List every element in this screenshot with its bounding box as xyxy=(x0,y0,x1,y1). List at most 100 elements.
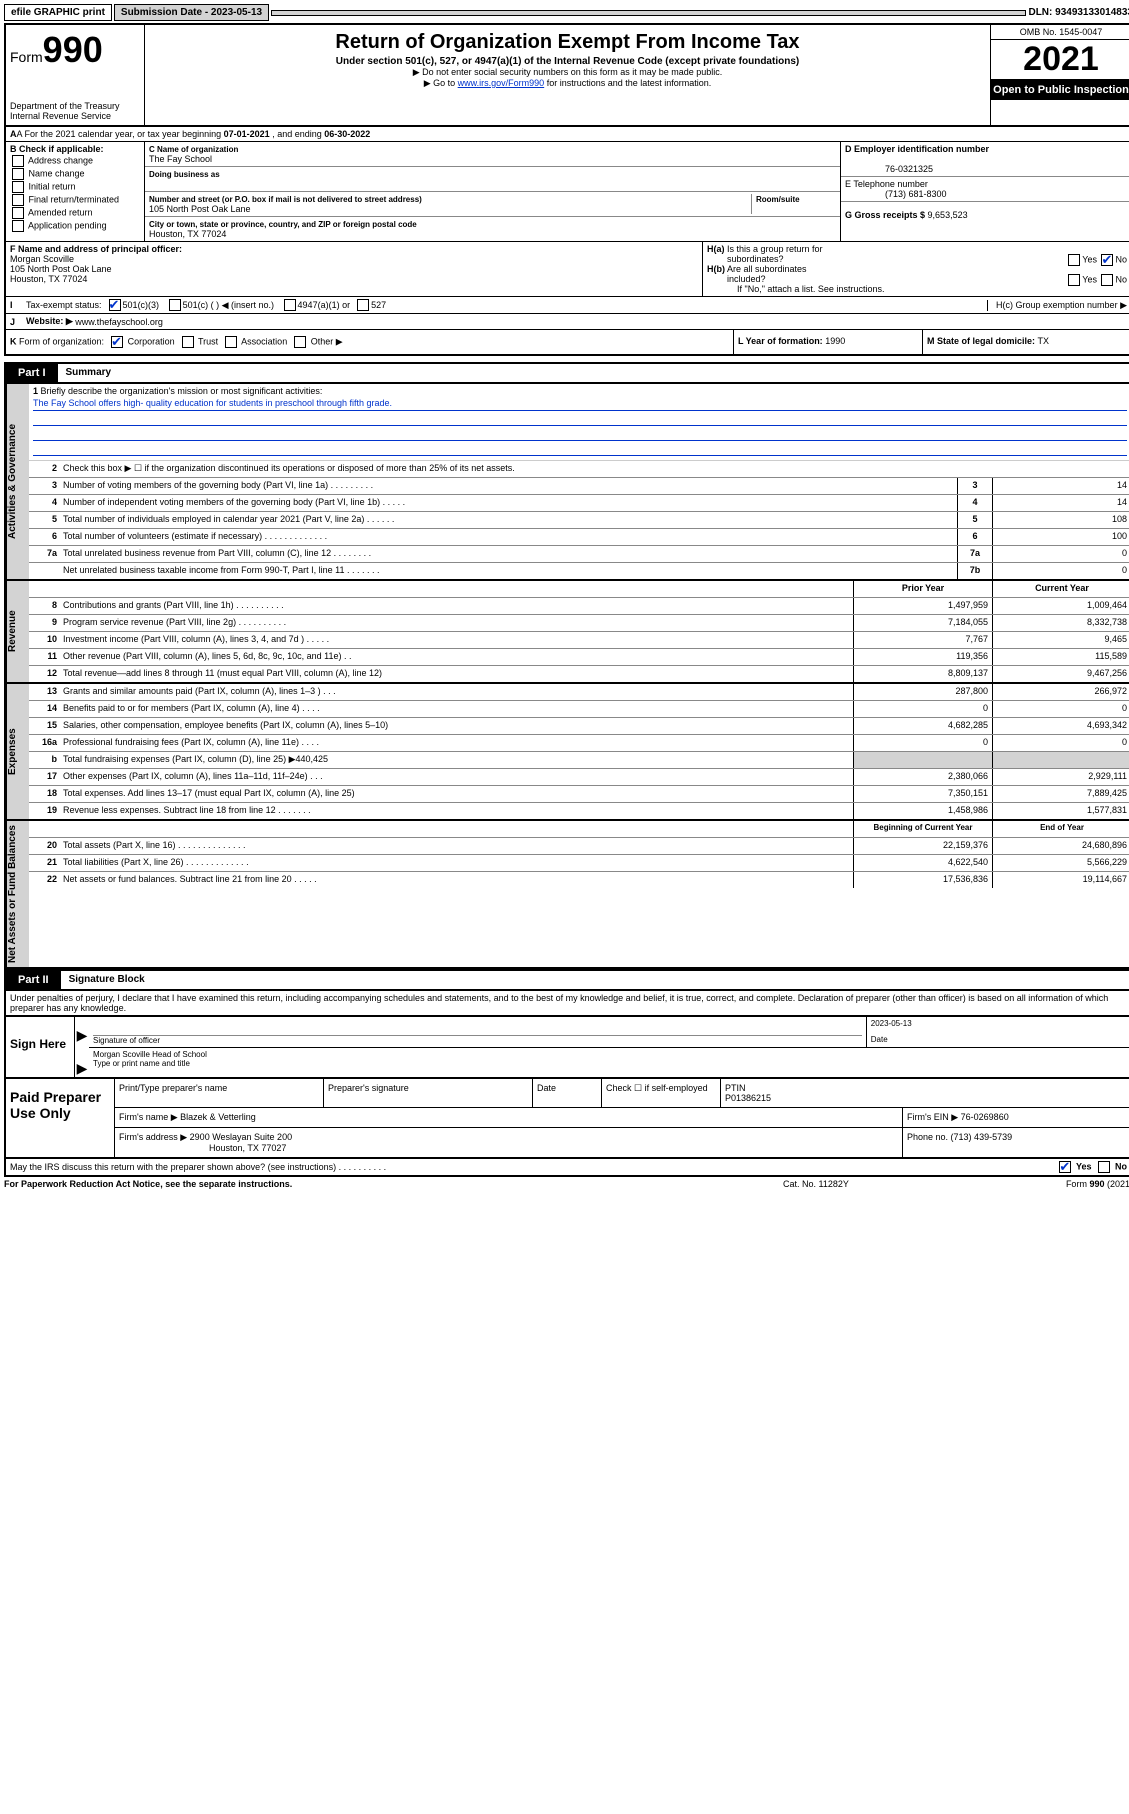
block-bcde: B Check if applicable: Address change Na… xyxy=(4,142,1129,242)
vtab-expenses: Expenses xyxy=(6,684,29,819)
row-f-officer: F Name and address of principal officer:… xyxy=(4,242,1129,297)
year-formation: 1990 xyxy=(825,336,845,346)
row-j-website: J Website: ▶ www.thefayschool.org xyxy=(4,314,1129,330)
officer-addr1: 105 North Post Oak Lane xyxy=(10,264,112,274)
top-toolbar: efile GRAPHIC print Submission Date - 20… xyxy=(4,4,1129,21)
row-i-tax-exempt: I Tax-exempt status: 501(c)(3) 501(c) ( … xyxy=(4,297,1129,314)
form-header: Form990 Department of the Treasury Inter… xyxy=(4,23,1129,127)
chk-application-pending[interactable]: Application pending xyxy=(10,220,140,232)
hc-group-exemption: H(c) Group exemption number ▶ xyxy=(987,300,1127,311)
header-left: Form990 Department of the Treasury Inter… xyxy=(6,25,145,125)
irs-link[interactable]: www.irs.gov/Form990 xyxy=(458,78,545,88)
hdr-end: End of Year xyxy=(992,821,1129,837)
part2-title: Signature Block xyxy=(61,971,153,989)
chk-name-change[interactable]: Name change xyxy=(10,168,140,180)
submission-date-box: Submission Date - 2023-05-13 xyxy=(114,4,269,21)
row-a-tax-year: AA For the 2021 calendar year, or tax ye… xyxy=(4,127,1129,142)
val-3: 14 xyxy=(992,478,1129,494)
line1-mission: 1 Briefly describe the organization's mi… xyxy=(29,384,1129,461)
hb-no[interactable] xyxy=(1101,274,1113,286)
part1-tab: Part I xyxy=(6,364,58,382)
chk-amended[interactable]: Amended return xyxy=(10,207,140,219)
page-footer: For Paperwork Reduction Act Notice, see … xyxy=(4,1177,1129,1191)
form-title: Return of Organization Exempt From Incom… xyxy=(149,31,986,54)
chk-initial-return[interactable]: Initial return xyxy=(10,181,140,193)
chk-address-change[interactable]: Address change xyxy=(10,155,140,167)
firm-addr2: Houston, TX 77027 xyxy=(119,1143,286,1153)
signature-block: Sign Here ▶▶ Signature of officer 2023-0… xyxy=(4,1015,1129,1079)
public-inspection: Open to Public Inspection xyxy=(991,80,1129,100)
form-subtitle: Under section 501(c), 527, or 4947(a)(1)… xyxy=(149,56,986,67)
gross-receipts: 9,653,523 xyxy=(928,210,968,220)
state-domicile: TX xyxy=(1038,336,1050,346)
section-activities-governance: Activities & Governance 1 Briefly descri… xyxy=(4,384,1129,581)
vtab-net-assets: Net Assets or Fund Balances xyxy=(6,821,29,967)
org-name: The Fay School xyxy=(149,154,212,164)
paid-preparer-label: Paid Preparer Use Only xyxy=(6,1079,115,1157)
phone-value: (713) 681-8300 xyxy=(845,189,947,199)
sig-officer-label: Signature of officer xyxy=(93,1036,160,1045)
org-city: Houston, TX 77024 xyxy=(149,229,226,239)
part1-title: Summary xyxy=(58,364,120,382)
penalty-statement: Under penalties of perjury, I declare th… xyxy=(4,991,1129,1015)
chk-527[interactable] xyxy=(357,299,369,311)
mission-text: The Fay School offers high- quality educ… xyxy=(33,398,1127,411)
section-expenses: Expenses 13Grants and similar amounts pa… xyxy=(4,684,1129,821)
dln-label: DLN: 93493133014833 xyxy=(1028,7,1129,18)
part1-header: Part I Summary xyxy=(4,362,1129,384)
website-url[interactable]: www.thefayschool.org xyxy=(75,317,163,327)
chk-trust[interactable] xyxy=(182,336,194,348)
irs-discuss-no[interactable] xyxy=(1098,1161,1110,1173)
chk-501c[interactable] xyxy=(169,299,181,311)
val-4: 14 xyxy=(992,495,1129,511)
chk-other[interactable] xyxy=(294,336,306,348)
name-title-label: Type or print name and title xyxy=(93,1059,190,1068)
note-website: ▶ Go to www.irs.gov/Form990 for instruct… xyxy=(149,78,986,89)
sig-date: 2023-05-13 xyxy=(871,1019,1127,1035)
ha-no[interactable] xyxy=(1101,254,1113,266)
chk-final-return[interactable]: Final return/terminated xyxy=(10,194,140,206)
chk-4947[interactable] xyxy=(284,299,296,311)
efile-print-button[interactable]: efile GRAPHIC print xyxy=(4,4,112,21)
arrow-icon: ▶▶ xyxy=(75,1017,89,1077)
cat-number: Cat. No. 11282Y xyxy=(783,1179,983,1189)
line2-text: Check this box ▶ ☐ if the organization d… xyxy=(59,461,1129,477)
chk-association[interactable] xyxy=(225,336,237,348)
org-street: 105 North Post Oak Lane xyxy=(149,204,251,214)
irs-discuss-yes[interactable] xyxy=(1059,1161,1071,1173)
part2-header: Part II Signature Block xyxy=(4,969,1129,991)
paperwork-notice: For Paperwork Reduction Act Notice, see … xyxy=(4,1179,783,1189)
note-ssn: ▶ Do not enter social security numbers o… xyxy=(149,67,986,78)
sign-here-label: Sign Here xyxy=(6,1017,75,1077)
column-b-checkboxes: B Check if applicable: Address change Na… xyxy=(6,142,145,241)
ha-yes[interactable] xyxy=(1068,254,1080,266)
vtab-ag: Activities & Governance xyxy=(6,384,29,579)
column-c-org-info: C Name of organization The Fay School Do… xyxy=(145,142,840,241)
chk-corporation[interactable] xyxy=(111,336,123,348)
val-6: 100 xyxy=(992,529,1129,545)
officer-addr2: Houston, TX 77024 xyxy=(10,274,87,284)
hdr-current-year: Current Year xyxy=(992,581,1129,597)
dept-label: Department of the Treasury xyxy=(10,101,140,111)
section-revenue: Revenue Prior YearCurrent Year 8Contribu… xyxy=(4,581,1129,684)
hdr-beginning: Beginning of Current Year xyxy=(853,821,992,837)
form-number-footer: Form 990 (2021) xyxy=(983,1179,1129,1189)
may-irs-discuss: May the IRS discuss this return with the… xyxy=(4,1159,1129,1177)
row-k-form-org: K Form of organization: Corporation Trus… xyxy=(4,330,1129,356)
hb-yes[interactable] xyxy=(1068,274,1080,286)
spacer-box xyxy=(271,10,1026,16)
firm-ein: 76-0269860 xyxy=(961,1112,1009,1122)
officer-name-title: Morgan Scoville Head of School xyxy=(93,1050,1127,1059)
chk-501c3[interactable] xyxy=(109,299,121,311)
form-identifier: Form990 xyxy=(10,29,140,71)
vtab-revenue: Revenue xyxy=(6,581,29,682)
irs-label: Internal Revenue Service xyxy=(10,111,140,121)
val-7b: 0 xyxy=(992,563,1129,579)
omb-number: OMB No. 1545-0047 xyxy=(991,25,1129,40)
paid-preparer-block: Paid Preparer Use Only Print/Type prepar… xyxy=(4,1079,1129,1159)
sig-date-label: Date xyxy=(871,1035,888,1044)
val-5: 108 xyxy=(992,512,1129,528)
val-7a: 0 xyxy=(992,546,1129,562)
section-net-assets: Net Assets or Fund Balances Beginning of… xyxy=(4,821,1129,969)
header-center: Return of Organization Exempt From Incom… xyxy=(145,25,990,125)
